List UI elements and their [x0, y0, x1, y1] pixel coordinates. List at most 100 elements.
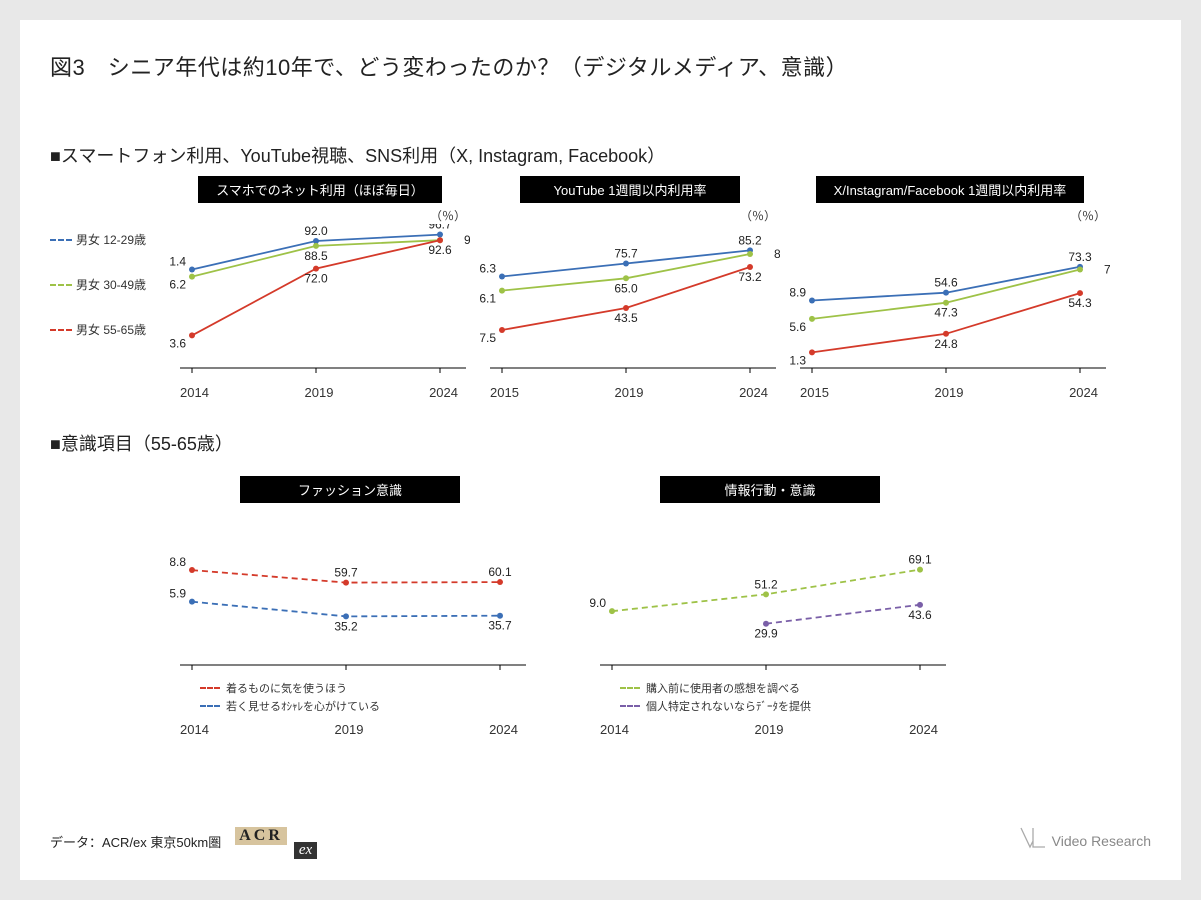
charts-top-container: スマホでのネット利用（ほぼ毎日） （％） 71.4 92.0 96.7 66.2 88.5 9…: [170, 176, 1151, 400]
row-bottom: ファッション意識68.859.760.145.935.235.7着るものに気を使…: [50, 476, 1151, 737]
inline-legend-swatch: [200, 705, 220, 707]
legend-item: 男女 55-65歳: [50, 321, 170, 338]
svg-text:54.6: 54.6: [934, 276, 958, 290]
legend-label: 男女 55-65歳: [76, 321, 146, 338]
chart: ファッション意識68.859.760.145.935.235.7着るものに気を使…: [170, 476, 530, 737]
inline-legend-item: 個人特定されないならﾃﾞｰﾀを提供: [620, 698, 811, 714]
legend-swatch: [50, 329, 72, 331]
chart: 情報行動・意識39.051.269.129.943.6購入前に使用者の感想を調べ…: [590, 476, 950, 737]
svg-text:29.9: 29.9: [754, 627, 778, 641]
svg-text:51.2: 51.2: [754, 577, 778, 591]
figure-title: 図3 シニア年代は約10年で、どう変わったのか？（デジタルメディア、意識）: [50, 50, 1151, 82]
svg-text:27.5: 27.5: [480, 331, 496, 345]
footer: データ：ACR/ex 東京50km圏 ACR ex: [50, 827, 317, 855]
vr-text: Video Research: [1052, 833, 1151, 849]
chart-title: X/Instagram/Facebook 1週間以内利用率: [816, 176, 1085, 203]
x-tick-label: 2019: [335, 722, 364, 737]
chart: スマホでのネット利用（ほぼ毎日）（％）71.492.096.766.288.59…: [170, 176, 470, 400]
slide: 図3 シニア年代は約10年で、どう変わったのか？（デジタルメディア、意識） ■ス…: [20, 20, 1181, 880]
chart-title: 情報行動・意識: [660, 476, 880, 503]
vr-mark-icon: [1020, 827, 1046, 855]
legend-item: 男女 12-29歳: [50, 231, 170, 248]
svg-text:43.5: 43.5: [614, 311, 638, 325]
chart-inline-legend: 購入前に使用者の感想を調べる個人特定されないならﾃﾞｰﾀを提供: [590, 680, 811, 716]
svg-text:73.2: 73.2: [738, 270, 762, 284]
svg-text:92.6: 92.6: [464, 233, 470, 247]
chart: YouTube 1週間以内利用率（％）66.375.785.256.165.08…: [480, 176, 780, 400]
legend-label: 男女 30-49歳: [76, 276, 146, 293]
svg-text:72.0: 72.0: [304, 272, 328, 286]
chart-title: ファッション意識: [240, 476, 460, 503]
svg-text:23.6: 23.6: [170, 336, 186, 350]
chart-unit: （％）: [740, 207, 780, 224]
inline-legend-label: 購入前に使用者の感想を調べる: [646, 680, 800, 696]
svg-text:92.0: 92.0: [304, 224, 328, 238]
legend-swatch: [50, 284, 72, 286]
svg-text:48.9: 48.9: [790, 286, 806, 300]
svg-text:35.6: 35.6: [790, 320, 806, 334]
inline-legend-label: 着るものに気を使うほう: [226, 680, 347, 696]
svg-text:24.8: 24.8: [934, 337, 958, 351]
acr-ex-logo: ACR ex: [235, 827, 317, 855]
svg-text:85.2: 85.2: [738, 233, 762, 247]
chart: X/Instagram/Facebook 1週間以内利用率 （％） 48.9 54.6…: [790, 176, 1110, 400]
svg-text:45.9: 45.9: [170, 587, 186, 601]
chart-plot: 71.4 92.0 96.7 66.2 88.5 92.6 23.6 72.0 92.6: [170, 224, 470, 379]
x-tick-label: 2015: [800, 385, 829, 400]
chart-plot: 68.859.760.145.935.235.7: [170, 521, 530, 676]
chart-plot: 39.051.269.129.943.6: [590, 521, 950, 676]
svg-text:71.4: 71.4: [170, 254, 186, 268]
chart-unit: （％）: [1070, 207, 1110, 224]
svg-text:11.3: 11.3: [790, 353, 806, 367]
chart-plot: 48.954.673.335.647.371.411.324.854.3: [790, 224, 1110, 379]
row-top: 男女 12-29歳男女 30-49歳男女 55-65歳 スマホでのネット利用（ほ…: [50, 176, 1151, 400]
x-tick-label: 2014: [180, 722, 209, 737]
inline-legend-item: 着るものに気を使うほう: [200, 680, 380, 696]
x-tick-label: 2014: [600, 722, 629, 737]
inline-legend-item: 購入前に使用者の感想を調べる: [620, 680, 811, 696]
chart-svg: 66.375.785.256.165.082.627.543.573.2: [480, 224, 780, 374]
legend-item: 男女 30-49歳: [50, 276, 170, 293]
svg-text:56.1: 56.1: [480, 292, 496, 306]
chart-svg: 71.4 92.0 96.7 66.2 88.5 92.6 23.6 72.0 92.6: [170, 224, 470, 374]
svg-text:39.0: 39.0: [590, 596, 606, 610]
chart-svg: 48.954.673.335.647.371.411.324.854.3: [790, 224, 1110, 374]
x-tick-label: 2024: [909, 722, 938, 737]
svg-text:71.4: 71.4: [1104, 262, 1110, 276]
inline-legend-item: 若く見せるｵｼｬﾚを心がけている: [200, 698, 380, 714]
x-tick-label: 2019: [935, 385, 964, 400]
svg-text:59.7: 59.7: [334, 566, 358, 580]
svg-text:69.1: 69.1: [908, 553, 932, 567]
x-tick-label: 2019: [305, 385, 334, 400]
svg-text:65.0: 65.0: [614, 281, 638, 295]
inline-legend-swatch: [200, 687, 220, 689]
svg-text:92.6: 92.6: [428, 243, 452, 257]
section2-header: ■意識項目（55-65歳）: [50, 430, 1151, 456]
section1-header: ■スマートフォン利用、YouTube視聴、SNS利用（X, Instagram,…: [50, 142, 1151, 168]
svg-text:66.3: 66.3: [480, 262, 496, 276]
acr-logo-top: ACR: [235, 827, 287, 845]
x-axis-labels: 2015 2019 2024: [480, 379, 780, 400]
x-tick-label: 2019: [615, 385, 644, 400]
acr-logo-bottom: ex: [294, 842, 317, 859]
inline-legend-swatch: [620, 705, 640, 707]
svg-text:60.1: 60.1: [488, 565, 512, 579]
svg-text:96.7: 96.7: [428, 224, 452, 232]
x-tick-label: 2024: [739, 385, 768, 400]
data-source-text: データ：ACR/ex 東京50km圏: [50, 832, 221, 851]
svg-text:66.2: 66.2: [170, 278, 186, 292]
legend-label: 男女 12-29歳: [76, 231, 146, 248]
x-tick-label: 2015: [490, 385, 519, 400]
x-axis-labels: 201420192024: [170, 379, 470, 400]
legend-swatch: [50, 239, 72, 241]
x-tick-label: 2024: [1069, 385, 1098, 400]
svg-text:82.6: 82.6: [774, 247, 780, 261]
chart-title: スマホでのネット利用（ほぼ毎日）: [198, 176, 442, 203]
svg-text:47.3: 47.3: [934, 306, 958, 320]
svg-text:35.7: 35.7: [488, 619, 512, 633]
svg-text:35.2: 35.2: [334, 619, 358, 633]
x-tick-label: 2024: [489, 722, 518, 737]
svg-text:88.5: 88.5: [304, 249, 328, 263]
chart-svg: 39.051.269.129.943.6: [590, 521, 950, 671]
chart-plot: 66.375.785.256.165.082.627.543.573.2: [480, 224, 780, 379]
